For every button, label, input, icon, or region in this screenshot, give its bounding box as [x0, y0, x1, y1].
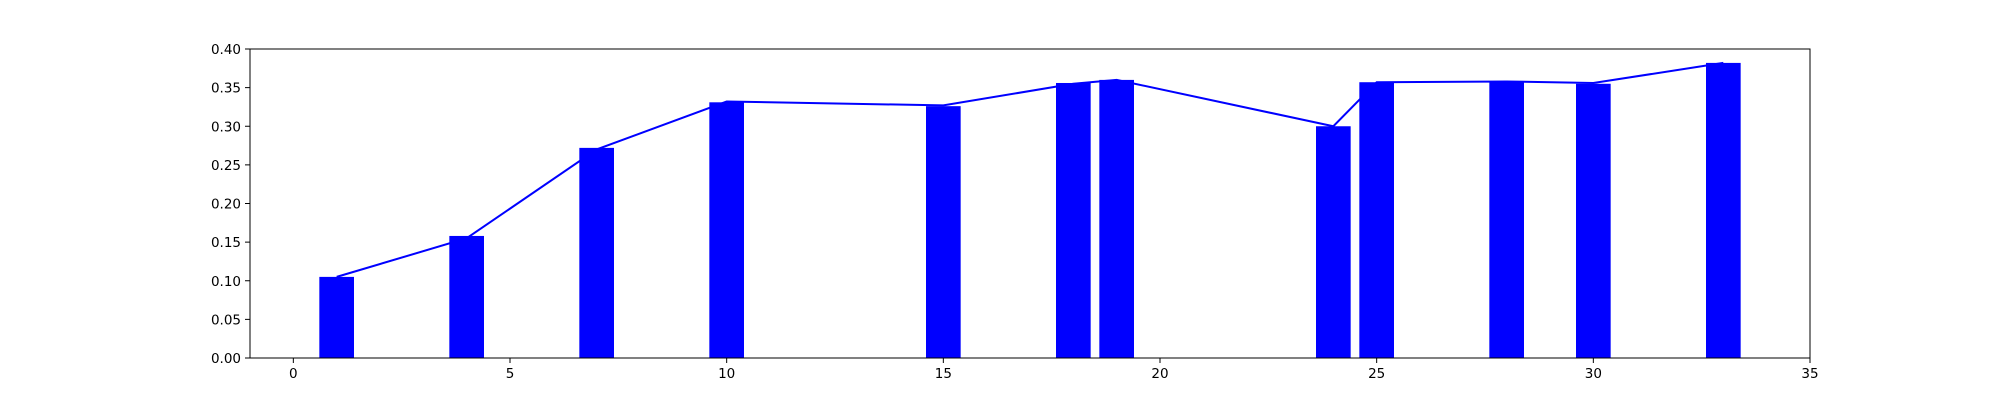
bar: [1316, 126, 1351, 358]
x-tick-label: 25: [1368, 366, 1385, 382]
line-series: [336, 61, 1724, 278]
bar: [1056, 82, 1091, 359]
bar: [579, 147, 614, 358]
bar: [449, 235, 484, 358]
y-tick-label: 0.30: [211, 119, 241, 135]
bar: [926, 106, 961, 358]
x-tick-label: 30: [1585, 366, 1602, 382]
x-tick-label: 5: [506, 366, 515, 382]
bar: [1489, 81, 1524, 358]
y-tick-label: 0.20: [211, 197, 241, 213]
x-axis: 0 5 10 15 20 25 30 35: [289, 358, 1819, 382]
y-tick-label: 0.05: [211, 312, 241, 328]
y-tick-label: 0.25: [211, 158, 241, 174]
bars-layer: [319, 62, 1741, 359]
y-axis: 0.00 0.05 0.10 0.15 0.20 0.25 0.30 0.35 0.40: [211, 42, 250, 367]
bar: [1099, 79, 1134, 359]
x-tick-label: 0: [289, 366, 298, 382]
x-tick-label: 35: [1801, 366, 1818, 382]
x-tick-label: 15: [935, 366, 952, 382]
line-layer: [336, 61, 1724, 278]
y-tick-label: 0.10: [211, 274, 241, 290]
x-tick-label: 10: [718, 366, 735, 382]
y-tick-label: 0.00: [211, 351, 241, 367]
bar: [1359, 82, 1394, 358]
bar: [1706, 62, 1741, 358]
x-tick-label: 20: [1151, 366, 1168, 382]
y-tick-label: 0.40: [211, 42, 241, 58]
bar: [1576, 83, 1611, 358]
bar: [709, 102, 744, 359]
bar: [319, 276, 354, 358]
y-tick-label: 0.15: [211, 235, 241, 251]
y-tick-label: 0.35: [211, 81, 241, 97]
